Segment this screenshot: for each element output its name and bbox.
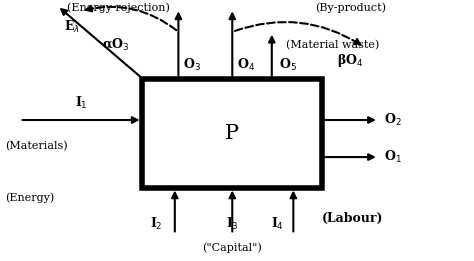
Text: (Energy): (Energy): [5, 193, 55, 203]
Text: O$_2$: O$_2$: [383, 112, 401, 128]
Text: P: P: [225, 124, 239, 143]
Text: (Material waste): (Material waste): [286, 40, 379, 50]
Text: βO$_4$: βO$_4$: [337, 52, 364, 69]
Text: αO$_3$: αO$_3$: [102, 37, 129, 53]
Text: E$_\lambda$: E$_\lambda$: [64, 19, 80, 35]
Text: O$_1$: O$_1$: [383, 149, 401, 165]
Text: I$_1$: I$_1$: [75, 95, 87, 111]
Text: O$_5$: O$_5$: [279, 57, 297, 73]
Text: (By-product): (By-product): [315, 2, 386, 13]
Text: O$_4$: O$_4$: [237, 57, 255, 73]
FancyBboxPatch shape: [143, 79, 322, 188]
Text: I$_3$: I$_3$: [226, 216, 239, 232]
Text: I$_2$: I$_2$: [150, 216, 163, 232]
Text: O$_3$: O$_3$: [183, 57, 201, 73]
Text: (Labour): (Labour): [322, 212, 383, 225]
Text: I$_4$: I$_4$: [271, 216, 284, 232]
Text: (Materials): (Materials): [5, 141, 68, 151]
Text: (Energy rejection): (Energy rejection): [67, 2, 170, 13]
Text: ("Capital"): ("Capital"): [202, 242, 262, 252]
